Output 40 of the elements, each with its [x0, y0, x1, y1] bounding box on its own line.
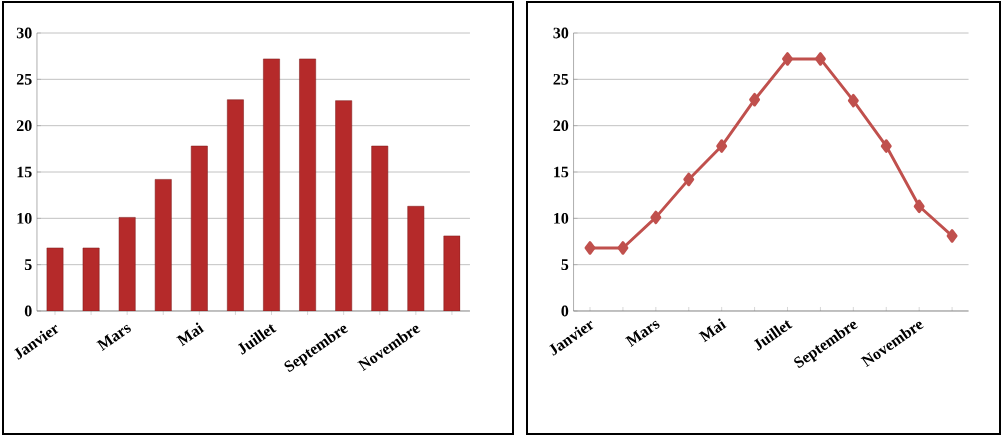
y-tick-label: 25	[16, 73, 32, 85]
y-tick-label: 10	[554, 212, 569, 224]
point	[617, 241, 629, 255]
y-tick-label: 5	[24, 259, 32, 270]
y-tick-label: 20	[553, 120, 569, 132]
point	[847, 93, 859, 108]
point	[650, 210, 662, 225]
point	[749, 92, 761, 107]
y-tick-label: 30	[16, 27, 32, 39]
y-tick-label: 30	[553, 27, 569, 39]
y-tick-label: 20	[16, 120, 32, 132]
y-tick-label: 0	[24, 305, 32, 317]
bar	[443, 235, 461, 311]
x-tick-label: Mars	[625, 320, 660, 347]
point	[716, 139, 728, 153]
bar	[154, 179, 172, 311]
point	[683, 172, 695, 187]
bar	[299, 58, 316, 311]
bar	[335, 100, 353, 311]
bar	[190, 145, 208, 311]
bar	[371, 145, 389, 311]
x-tick-label: Mars	[96, 324, 131, 351]
y-tick-label: 10	[17, 212, 32, 224]
x-tick-label: Mai	[176, 322, 205, 347]
y-tick-label: 25	[553, 73, 569, 85]
y-tick-label: 5	[561, 259, 569, 270]
y-tick-label: 0	[561, 305, 569, 317]
y-tick-label: 15	[554, 166, 569, 178]
point	[913, 199, 925, 214]
point	[782, 52, 793, 66]
point	[814, 52, 826, 66]
y-tick-label: 15	[17, 166, 32, 178]
bar	[118, 217, 136, 311]
point	[880, 139, 892, 153]
bar	[407, 206, 425, 311]
bar	[227, 99, 244, 311]
point	[584, 241, 596, 255]
x-tick-label: Mai	[698, 318, 727, 343]
bar	[263, 58, 280, 311]
point	[946, 229, 958, 243]
